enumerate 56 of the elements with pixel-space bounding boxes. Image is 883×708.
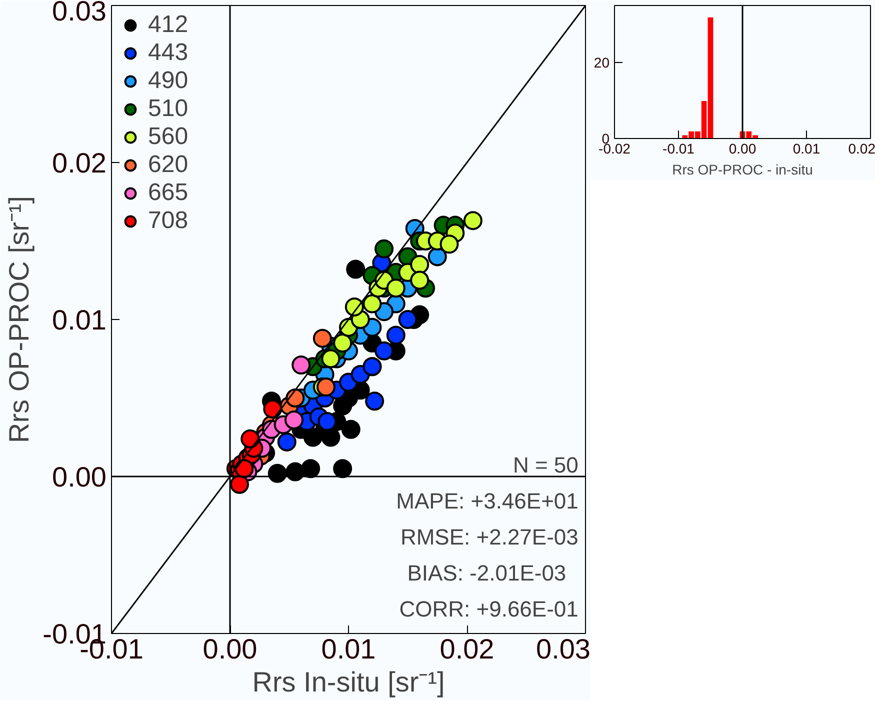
annotation: RMSE: +2.27E-03 [400,524,578,550]
annotation: CORR: +9.66E-01 [399,596,578,622]
y-tick-label: 20 [594,54,610,70]
point [333,334,352,353]
y-tick-label: 0.01 [52,304,107,336]
point [365,392,384,411]
point [240,429,260,448]
point [277,432,296,452]
annotation: MAPE: +3.46E+01 [396,488,578,514]
x-tick-label: -0.01 [662,140,695,156]
x-tick-label: 0.01 [792,140,820,156]
legend-label: 620 [148,151,188,179]
x-tick-label: 0.02 [848,140,876,156]
point [386,326,406,345]
x-axis-title: Rrs In-situ [sr⁻¹] [252,666,445,698]
point [362,294,382,314]
point [316,378,336,396]
x-tick-label: 0.00 [728,140,756,156]
x-tick-label: 0.01 [321,634,376,664]
point [374,341,394,360]
x-axis-title: Rrs OP-PROC - in-situ [672,162,813,178]
point [398,310,418,329]
annotation: BIAS: -2.01E-03 [407,560,566,586]
point [463,211,482,230]
point [268,464,287,483]
y-tick-label: 0.00 [52,462,107,492]
point [301,459,320,478]
point [292,356,311,375]
point [312,328,332,348]
legend-label: 443 [148,39,188,67]
legend-label: 510 [148,95,188,123]
point [263,400,282,418]
point [333,459,352,478]
point [374,239,394,258]
legend-label: 665 [148,179,188,207]
y-axis-title: Rrs OP-PROC [sr⁻¹] [4,196,35,443]
legend-label: 560 [148,123,188,151]
x-tick-label: 0.03 [536,634,591,664]
point [346,260,366,279]
point [440,234,459,254]
x-tick-label: 0.00 [202,634,258,664]
point [321,349,340,368]
point [284,410,304,430]
point [386,278,406,298]
annotation: N = 50 [512,452,578,478]
x-tick-label: 0.02 [440,634,494,664]
legend-label: 412 [148,11,188,39]
legend-label: 708 [148,207,188,235]
point [341,420,360,439]
point [286,388,305,408]
legend-label: 490 [148,67,188,95]
y-tick-label: 0.03 [52,0,107,26]
point [410,270,430,290]
point [428,247,447,266]
point [410,255,430,274]
point [230,474,249,494]
